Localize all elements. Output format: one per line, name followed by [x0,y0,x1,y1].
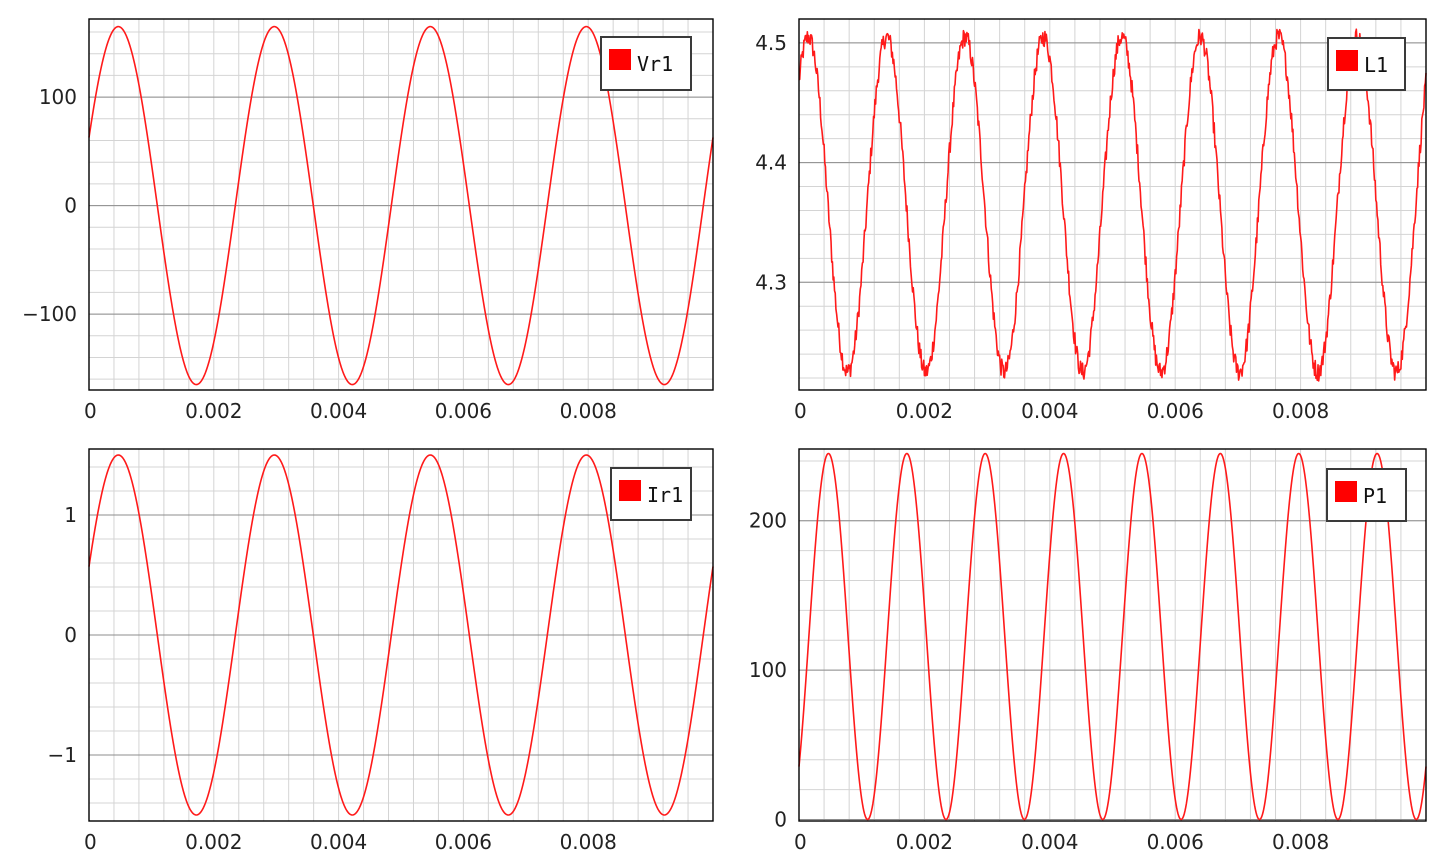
y-tick-label: 4.5 [755,31,787,55]
x-tick-label: 0.002 [896,830,953,854]
plot-frame [88,18,714,391]
series-line-Vr1 [88,25,714,386]
legend-label: L1 [1364,53,1388,77]
series-line-P1 [798,452,1427,821]
x-tick-label: 0.008 [1272,399,1329,423]
x-tick-label: 0.002 [896,399,953,423]
x-tick-label: 0.004 [1021,830,1078,854]
y-tick-label: 0 [64,194,77,218]
legend-swatch [1335,481,1357,502]
x-tick-label: 0.002 [185,830,242,854]
y-tick-label: 4.4 [755,151,787,175]
legend-swatch [619,480,641,501]
legend-box [1326,468,1407,522]
chart-panel-2: 4.5 4.4 4.3 0 0.002 0.004 0.006 0.008 L1 [755,18,1427,423]
legend-label: Vr1 [637,52,673,76]
x-tick-label: 0 [794,399,807,423]
x-tick-label: 0.004 [310,399,367,423]
x-tick-label: 0 [84,399,97,423]
x-tick-label: 0.008 [560,830,617,854]
series-line-L1 [798,28,1427,382]
y-tick-label: 0 [774,808,787,832]
y-tick-label: 0 [64,623,77,647]
y-tick-label: 100 [749,658,787,682]
gridlines [798,449,1427,821]
legend: L1 [1327,37,1406,91]
x-tick-label: 0.004 [310,830,367,854]
y-tick-label: 4.3 [755,270,787,294]
legend-label: Ir1 [647,483,683,507]
y-tick-label: −1 [48,743,77,767]
x-tick-label: 0.002 [185,399,242,423]
plot-frame [798,448,1427,822]
x-tick-label: 0.006 [1147,830,1204,854]
plot-frame [798,18,1427,391]
y-tick-label: −100 [22,302,77,326]
chart-panel-4: 200 100 00 0.002 0.004 0.006 0.008 P1 [749,448,1427,854]
x-tick-label: 0.004 [1021,399,1078,423]
y-tick-label: 1 [64,503,77,527]
series-line-Ir1 [88,454,714,816]
legend-swatch [609,49,631,70]
plot-frame [88,448,714,822]
legend: P1 [1326,468,1407,522]
gridlines [88,449,714,821]
x-tick-label: 0.006 [1147,399,1204,423]
y-tick-label: 200 [749,509,787,533]
x-tick-label: 0.006 [435,399,492,423]
x-tick-label: 0.008 [1272,830,1329,854]
legend: Ir1 [610,467,692,521]
chart-panel-1: 100 0 −100 0 0.002 0.004 0.006 0.008 Vr1 [22,18,714,423]
x-tick-label: 0.006 [435,830,492,854]
chart-panel-3: 1 0 −1 0 0.002 0.004 0.006 0.008 Ir1 [48,448,714,854]
legend-swatch [1336,50,1358,71]
x-tick-label: 0.008 [560,399,617,423]
y-tick-label: 100 [39,85,77,109]
legend: Vr1 [600,36,692,91]
x-tick-label: 0 [794,830,807,854]
x-tick-label: 0 [84,830,97,854]
legend-label: P1 [1363,484,1387,508]
